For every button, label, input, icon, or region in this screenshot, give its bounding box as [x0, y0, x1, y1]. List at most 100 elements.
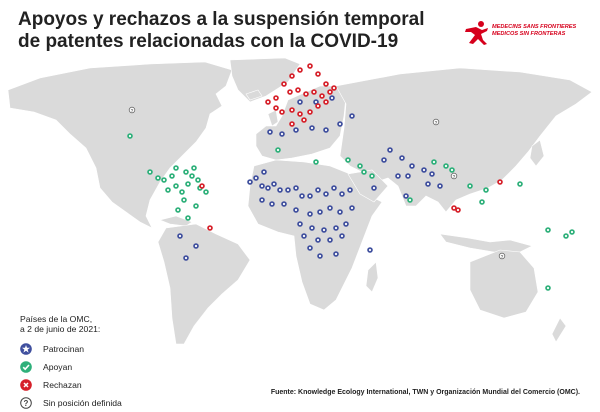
cross-icon	[20, 379, 32, 391]
marker-support	[185, 215, 191, 221]
legend-heading-line-1: Países de la OMC,	[20, 314, 93, 324]
marker-sponsor	[323, 127, 329, 133]
marker-reject	[207, 225, 213, 231]
marker-support	[169, 173, 175, 179]
marker-sponsor	[405, 173, 411, 179]
marker-sponsor	[293, 127, 299, 133]
legend-heading: Países de la OMC, a 2 de junio de 2021:	[20, 314, 122, 334]
marker-support	[563, 233, 569, 239]
legend-item-support: Apoyan	[20, 358, 122, 376]
japan-land	[529, 139, 545, 167]
marker-support	[313, 159, 319, 165]
marker-sponsor	[327, 205, 333, 211]
legend-label-sponsor: Patrocinan	[43, 344, 85, 354]
marker-reject	[295, 87, 301, 93]
marker-sponsor	[281, 201, 287, 207]
marker-support	[431, 159, 437, 165]
marker-reject	[289, 107, 295, 113]
marker-reject	[323, 99, 329, 105]
marker-support	[155, 175, 161, 181]
star-icon	[20, 343, 32, 355]
marker-sponsor	[183, 255, 189, 261]
marker-reject	[315, 103, 321, 109]
marker-support	[165, 187, 171, 193]
marker-reject	[319, 93, 325, 99]
marker-sponsor	[333, 251, 339, 257]
marker-sponsor	[285, 187, 291, 193]
marker-reject	[297, 111, 303, 117]
msf-logo-text: MEDECINS SANS FRONTIERES MEDICOS SIN FRO…	[492, 24, 576, 38]
marker-reject	[297, 67, 303, 73]
marker-sponsor	[327, 237, 333, 243]
marker-sponsor	[421, 167, 427, 173]
marker-support	[407, 197, 413, 203]
marker-reject	[301, 117, 307, 123]
marker-sponsor	[409, 163, 415, 169]
marker-sponsor	[267, 129, 273, 135]
europe-land	[255, 85, 347, 161]
indonesia-land	[439, 233, 533, 253]
marker-sponsor	[297, 99, 303, 105]
marker-support	[517, 181, 523, 187]
marker-support	[443, 163, 449, 169]
greenland-land	[229, 57, 301, 103]
marker-sponsor	[301, 233, 307, 239]
marker-reject	[281, 81, 287, 87]
marker-reject	[323, 81, 329, 87]
marker-sponsor	[333, 225, 339, 231]
marker-sponsor	[387, 147, 393, 153]
marker-sponsor	[279, 131, 285, 137]
marker-support	[161, 177, 167, 183]
marker-sponsor	[395, 173, 401, 179]
marker-sponsor	[293, 207, 299, 213]
marker-sponsor	[259, 183, 265, 189]
marker-sponsor	[307, 193, 313, 199]
marker-support	[569, 229, 575, 235]
marker-reject	[331, 85, 337, 91]
svg-text:?: ?	[435, 120, 438, 125]
marker-sponsor	[307, 245, 313, 251]
marker-support	[185, 181, 191, 187]
marker-sponsor	[307, 211, 313, 217]
marker-support	[181, 197, 187, 203]
marker-sponsor	[429, 171, 435, 177]
legend-label-undefined: Sin posición definida	[43, 398, 122, 408]
marker-sponsor	[437, 183, 443, 189]
marker-undefined: ?	[450, 172, 458, 180]
marker-sponsor	[315, 237, 321, 243]
marker-sponsor	[339, 233, 345, 239]
marker-sponsor	[293, 185, 299, 191]
title-line-2: de patentes relacionadas con la COVID-19	[18, 31, 399, 52]
marker-support	[467, 183, 473, 189]
marker-support	[191, 165, 197, 171]
marker-sponsor	[347, 187, 353, 193]
marker-sponsor	[399, 155, 405, 161]
marker-support	[357, 163, 363, 169]
marker-support	[195, 177, 201, 183]
marker-undefined: ?	[498, 252, 506, 260]
marker-reject	[273, 95, 279, 101]
question-icon: ?	[20, 397, 32, 409]
new-zealand-land	[551, 317, 567, 343]
svg-text:?: ?	[501, 254, 504, 259]
marker-reject	[327, 89, 333, 95]
legend-item-sponsor: Patrocinan	[20, 340, 122, 358]
marker-support	[179, 189, 185, 195]
marker-reject	[307, 63, 313, 69]
arabia-land	[347, 169, 389, 203]
marker-support	[183, 169, 189, 175]
marker-sponsor	[315, 187, 321, 193]
marker-support	[189, 173, 195, 179]
svg-text:?: ?	[131, 108, 134, 113]
logo-line-2: MEDICOS SIN FRONTERAS	[492, 31, 566, 37]
marker-support	[345, 157, 351, 163]
marker-reject	[273, 105, 279, 111]
marker-reject	[287, 89, 293, 95]
marker-sponsor	[297, 221, 303, 227]
marker-sponsor	[343, 221, 349, 227]
marker-support	[449, 167, 455, 173]
marker-reject	[307, 109, 313, 115]
marker-support	[479, 199, 485, 205]
world-map: ????	[7, 57, 593, 345]
